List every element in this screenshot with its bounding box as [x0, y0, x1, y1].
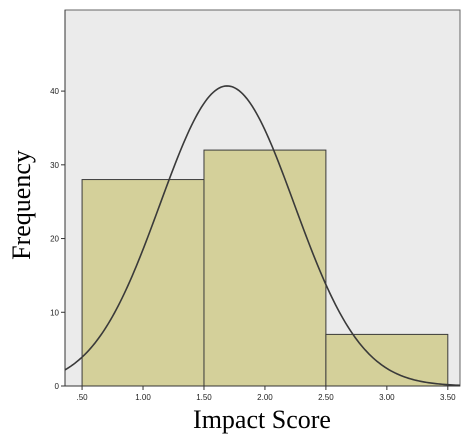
x-tick-label: 1.00 [135, 393, 151, 402]
histogram-bar-1 [81, 179, 205, 387]
y-axis-title: Frequency [7, 150, 36, 260]
histogram-bar-3 [325, 333, 449, 387]
x-tick-label: 3.00 [379, 393, 395, 402]
x-tick-label: 2.50 [318, 393, 334, 402]
normal-curve [64, 85, 461, 387]
x-tick-label: 2.00 [257, 393, 273, 402]
y-tick-label: 20 [50, 235, 59, 244]
y-tick-label: 30 [50, 161, 59, 170]
y-tick-label: 10 [50, 308, 59, 317]
x-tick-label: .50 [77, 393, 89, 402]
x-axis-title: Impact Score [193, 405, 331, 434]
y-tick-label: 0 [55, 382, 60, 391]
x-tick-label: 1.50 [196, 393, 212, 402]
histogram-bar-2 [203, 149, 327, 387]
y-tick-label: 40 [50, 87, 59, 96]
x-tick-label: 3.50 [440, 393, 456, 402]
